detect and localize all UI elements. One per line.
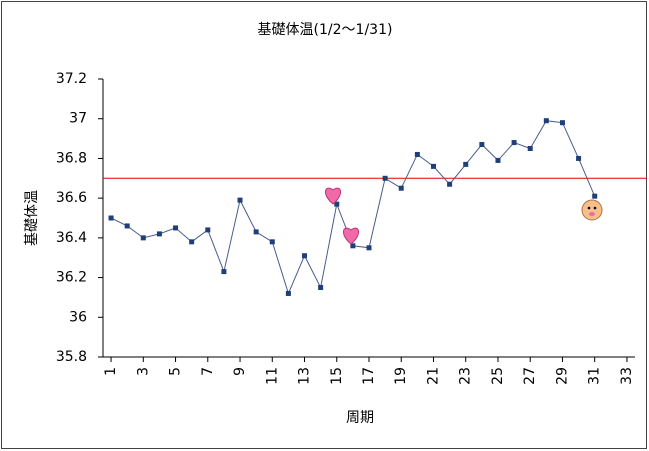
data-point	[495, 157, 501, 163]
x-tick-label: 29	[554, 367, 570, 385]
data-point	[559, 120, 565, 126]
data-point	[253, 229, 259, 235]
data-point	[269, 239, 275, 245]
y-tick-label: 36.8	[56, 150, 87, 166]
x-tick-label: 23	[458, 367, 474, 385]
data-point	[302, 253, 308, 259]
data-point	[221, 269, 227, 275]
data-point	[430, 163, 436, 169]
data-point	[414, 151, 420, 157]
data-point	[511, 140, 517, 146]
x-tick-label: 31	[587, 367, 603, 385]
x-tick-label: 13	[297, 367, 313, 385]
data-point	[366, 245, 372, 251]
y-tick-label: 36	[69, 309, 87, 325]
x-tick-label: 17	[361, 367, 377, 385]
baby-icon	[581, 199, 603, 221]
x-tick-label: 33	[619, 367, 635, 385]
data-point	[334, 201, 340, 207]
y-tick-label: 36.6	[56, 190, 87, 206]
data-point	[237, 197, 243, 203]
data-point	[463, 161, 469, 167]
x-tick-label: 1	[103, 367, 119, 376]
data-point	[479, 142, 485, 148]
x-tick-label: 5	[168, 367, 184, 376]
chart-title: 基礎体温(1/2〜1/31)	[258, 21, 393, 38]
data-point	[318, 285, 324, 290]
x-tick-label: 27	[522, 367, 538, 385]
data-point	[173, 225, 179, 231]
y-tick-label: 37	[69, 111, 87, 127]
x-tick-label: 11	[264, 367, 280, 385]
x-tick-label: 7	[200, 367, 216, 376]
data-point	[576, 155, 582, 161]
data-point	[543, 118, 549, 124]
y-tick-label: 36.4	[56, 230, 87, 246]
data-point	[124, 223, 130, 229]
data-point	[285, 290, 291, 296]
data-point	[205, 227, 211, 233]
x-tick-label: 3	[135, 367, 151, 376]
y-tick-label: 36.2	[56, 270, 87, 286]
data-point	[382, 175, 388, 181]
data-point	[189, 239, 195, 245]
data-point	[108, 215, 114, 221]
x-tick-label: 15	[329, 367, 345, 385]
data-point	[592, 193, 598, 199]
data-point	[527, 146, 533, 151]
x-tick-label: 9	[232, 367, 248, 376]
heart-icon	[325, 187, 341, 205]
x-tick-label: 21	[425, 367, 441, 385]
data-point	[398, 185, 404, 191]
y-tick-label: 35.8	[56, 349, 87, 365]
data-point	[140, 235, 146, 241]
x-tick-label: 19	[393, 367, 409, 385]
heart-icon	[343, 227, 359, 245]
y-tick-label: 37.2	[56, 71, 87, 87]
y-axis-label: 基礎体温	[23, 190, 40, 246]
data-point	[447, 181, 453, 187]
data-point	[156, 231, 162, 237]
x-axis-label: 周期	[346, 410, 374, 426]
x-tick-label: 25	[490, 367, 506, 385]
data-point	[350, 243, 356, 249]
